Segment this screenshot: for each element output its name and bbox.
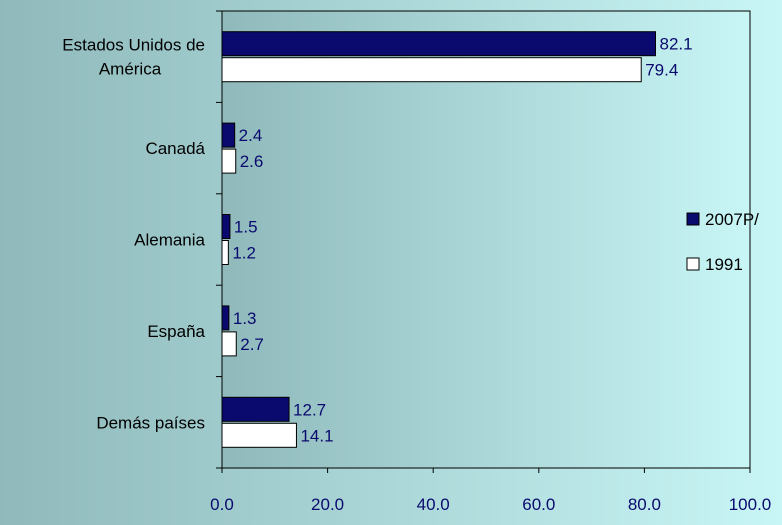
bar-series-b-2 — [221, 240, 229, 265]
data-label: 79.4 — [645, 61, 678, 80]
x-tick-label: 100.0 — [729, 495, 772, 514]
bar-series-a-1 — [221, 122, 236, 148]
data-label: 1.3 — [233, 309, 257, 328]
data-label: 1.2 — [232, 244, 256, 263]
data-label: 14.1 — [300, 426, 333, 445]
category-label: Estados Unidos de — [62, 36, 205, 55]
x-tick-label: 0.0 — [210, 495, 234, 514]
data-label: 2.4 — [239, 126, 263, 145]
bar-series-b-4 — [221, 422, 297, 448]
legend-label: 2007P/ — [705, 210, 759, 229]
x-tick-label: 20.0 — [311, 495, 344, 514]
category-label: América — [99, 60, 162, 79]
bar-series-a-2 — [221, 214, 231, 239]
bar-series-a-4 — [221, 396, 290, 422]
x-tick-label: 80.0 — [628, 495, 661, 514]
data-label: 82.1 — [659, 35, 692, 54]
data-label: 12.7 — [293, 400, 326, 419]
category-label: Alemania — [134, 231, 205, 250]
x-tick-label: 60.0 — [522, 495, 555, 514]
category-label: Canadá — [145, 139, 205, 158]
bar-series-b-3 — [221, 331, 237, 357]
category-label: España — [147, 322, 205, 341]
bar-series-a-0 — [221, 31, 656, 57]
legend-swatch — [686, 212, 700, 226]
bar-series-a-3 — [221, 305, 230, 331]
legend-swatch — [686, 257, 700, 271]
data-label: 2.6 — [240, 152, 264, 171]
data-label: 1.5 — [234, 218, 258, 237]
legend-label: 1991 — [705, 255, 743, 274]
category-label: Demás países — [96, 413, 205, 432]
bar-series-b-1 — [221, 148, 237, 174]
plot-area — [221, 10, 751, 469]
data-label: 2.7 — [240, 335, 264, 354]
bar-series-b-0 — [221, 57, 642, 83]
x-tick-label: 40.0 — [417, 495, 450, 514]
